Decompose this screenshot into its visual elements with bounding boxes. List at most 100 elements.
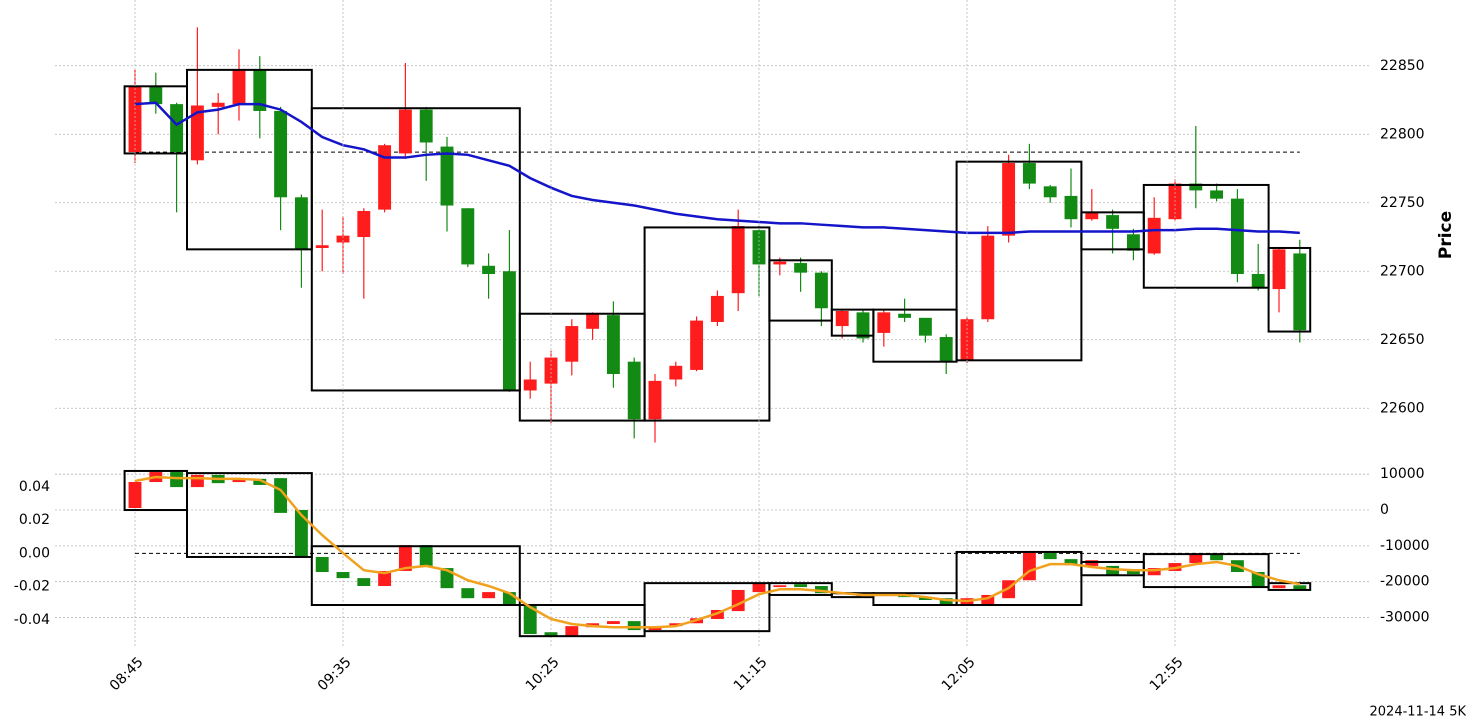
candle-body <box>398 109 412 154</box>
candle-body <box>232 478 246 483</box>
y-tick-label: 22700 <box>1380 263 1425 279</box>
candle-body <box>648 380 662 420</box>
candle-body <box>773 261 787 265</box>
candle-body <box>981 235 995 320</box>
candle-body <box>731 226 745 294</box>
candle-body <box>1002 163 1016 236</box>
candle-body <box>461 208 475 265</box>
candle-body <box>253 69 267 111</box>
candle-body <box>1106 215 1120 229</box>
y2-tick-label: 0 <box>1380 502 1389 518</box>
candle-body <box>1147 217 1161 254</box>
candle-body <box>544 357 558 384</box>
candle-body <box>1022 163 1036 184</box>
candle-body <box>170 104 184 153</box>
candle-body <box>336 572 350 579</box>
y-tick-label: 22650 <box>1380 332 1425 348</box>
candle-body <box>1293 253 1307 331</box>
candle-body <box>669 623 683 627</box>
candle-body <box>939 337 953 362</box>
candle-body <box>1210 554 1224 561</box>
candle-body <box>606 621 620 624</box>
candle-body <box>627 361 641 420</box>
candle-body <box>398 545 412 571</box>
range-box <box>955 550 1083 606</box>
candle-body <box>461 588 475 599</box>
candle-body <box>731 589 745 612</box>
candle-body <box>128 481 142 509</box>
candle-body <box>274 478 288 513</box>
candle-body <box>1064 559 1078 566</box>
candle-body <box>565 326 579 362</box>
candle-body <box>1126 570 1140 575</box>
candle-body <box>835 310 849 327</box>
x-tick-label: 08:45 <box>107 654 147 694</box>
range-box <box>186 68 313 251</box>
candle-body <box>1272 249 1286 290</box>
candle-body <box>1230 198 1244 275</box>
candle-body <box>794 584 808 588</box>
candle-body <box>939 598 953 605</box>
candle-body <box>1189 554 1203 564</box>
candle-body <box>814 272 828 309</box>
candle-body <box>1106 565 1120 576</box>
candle-body <box>1064 195 1078 220</box>
candle-body <box>690 320 704 370</box>
candle-body <box>627 621 641 631</box>
candle-body <box>752 230 766 265</box>
candle-body <box>814 586 828 594</box>
y-tick-label: 0.00 <box>19 545 50 561</box>
candle-body <box>294 510 308 557</box>
candle-body <box>1043 186 1057 198</box>
x-tick-label: 12:05 <box>939 654 979 694</box>
candle-body <box>856 312 870 339</box>
range-box <box>518 312 646 422</box>
candle-body <box>378 145 392 210</box>
indicator-line <box>134 101 1300 235</box>
candle-body <box>1126 234 1140 251</box>
range-box <box>1267 246 1312 333</box>
range-box <box>518 603 646 638</box>
range-box <box>643 582 771 633</box>
candle-body <box>877 312 891 333</box>
candle-body <box>918 317 932 336</box>
y-tick-label: 22600 <box>1380 400 1425 416</box>
candle-body <box>1210 190 1224 199</box>
candle-body <box>190 105 204 161</box>
y-tick-label: 22800 <box>1380 126 1425 142</box>
footer: 2024-11-14 5K <box>1370 705 1467 720</box>
candle-body <box>710 295 724 322</box>
candle-body <box>149 86 163 105</box>
candle-body <box>773 585 787 588</box>
range-box <box>310 107 521 392</box>
y-tick-label: 22750 <box>1380 195 1425 211</box>
candle-body <box>960 319 974 361</box>
candle-body <box>419 545 433 566</box>
y-axis-label: Price <box>1436 211 1456 259</box>
range-box <box>310 545 521 606</box>
candle-body <box>190 474 204 488</box>
candle-body <box>565 626 579 637</box>
candle-body <box>378 570 392 586</box>
candle-body <box>606 315 620 375</box>
candle-body <box>336 235 350 243</box>
candle-body <box>1085 212 1099 220</box>
candle-body <box>1085 560 1099 566</box>
candle-body <box>794 263 808 273</box>
y-tick-label: -0.04 <box>14 612 50 628</box>
candle-body <box>315 556 329 573</box>
candle-body <box>482 265 496 275</box>
y-tick-label: -0.02 <box>14 579 50 595</box>
candle-body <box>669 365 683 380</box>
x-tick-label: 10:25 <box>523 654 563 694</box>
candle-body <box>502 271 516 391</box>
candle-body <box>211 102 225 107</box>
candle-body <box>419 109 433 143</box>
y-tick-label: 22850 <box>1380 58 1425 74</box>
candle-body <box>315 245 329 248</box>
candle-body <box>274 110 288 198</box>
candle-body <box>482 592 496 599</box>
candle-body <box>232 69 246 105</box>
y-tick-label: 0.04 <box>19 479 50 495</box>
candle-body <box>544 632 558 637</box>
